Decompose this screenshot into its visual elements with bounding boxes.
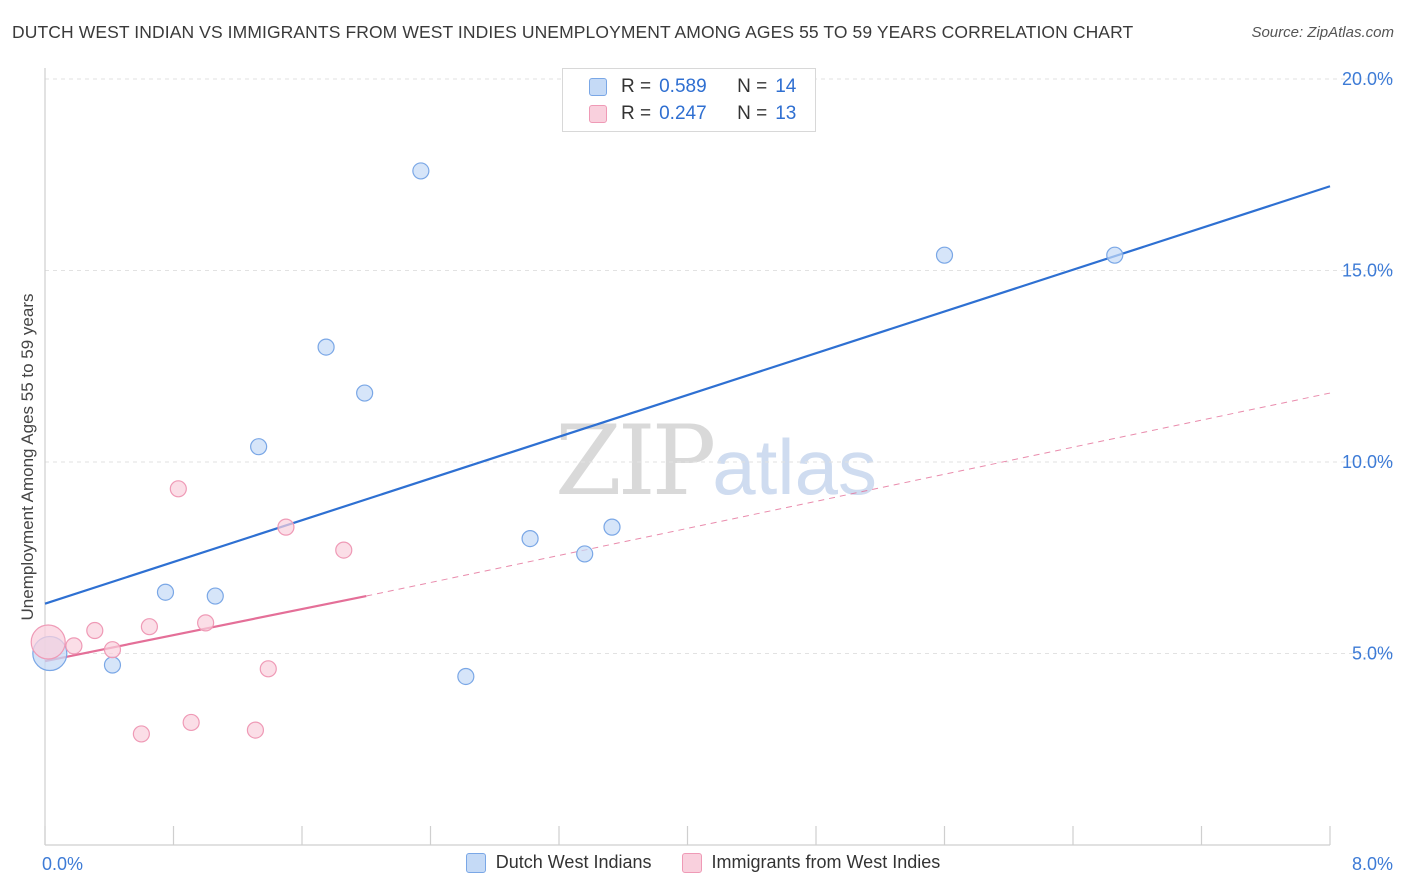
point-dutch-west-indians [250,438,268,456]
watermark-atlas: atlas [712,423,877,511]
point-immigrants-west-indies [246,721,265,739]
point-dutch-west-indians [206,587,224,605]
n-label: N = [737,103,768,124]
point-immigrants-west-indies [182,713,200,732]
x-tick-label: 8.0% [1352,854,1393,874]
y-tick-label: 20.0% [1342,69,1393,89]
legend-swatch-pink [589,105,607,123]
point-dutch-west-indians [103,656,122,674]
trend-lines [44,185,1331,663]
point-dutch-west-indians [935,246,954,264]
point-immigrants-west-indies [65,637,83,655]
legend-row-immigrants-west-indies: R = 0.247 N = 13 [589,102,833,126]
point-dutch-west-indians [317,338,335,356]
point-dutch-west-indians [156,583,175,601]
legend-swatch-blue [589,78,607,96]
y-tick-label: 15.0% [1342,261,1393,281]
legend-label: Dutch West Indians [495,852,652,872]
legend-label: Immigrants from West Indies [711,852,941,872]
r-value: 0.589 [659,76,707,97]
point-dutch-west-indians [603,518,621,536]
trend-line-dutch-west-indians [44,185,1331,605]
point-dutch-west-indians [576,545,594,563]
point-immigrants-west-indies [335,541,353,559]
point-immigrants-west-indies [140,618,159,636]
point-dutch-west-indians [457,667,475,686]
y-axis-label: Unemployment Among Ages 55 to 59 years [18,293,37,621]
legend-row-dutch-west-indians: R = 0.589 N = 14 [589,75,833,99]
source-credit: Source: ZipAtlas.com [1251,24,1394,41]
r-label: R = [621,103,652,124]
y-tick-label: 5.0% [1352,644,1393,664]
tick-labels: 5.0% 10.0% 15.0% 20.0% 0.0% 8.0% [42,69,1393,874]
data-points [30,162,1124,743]
point-dutch-west-indians [1106,246,1124,264]
point-immigrants-west-indies [197,614,215,632]
chart-title: DUTCH WEST INDIAN VS IMMIGRANTS FROM WES… [12,22,1134,42]
legend-swatch-pink [681,852,702,873]
point-dutch-west-indians [521,529,539,548]
point-dutch-west-indians [412,162,430,180]
n-value: 13 [775,103,797,124]
point-immigrants-west-indies [132,725,150,743]
point-dutch-west-indians [356,384,374,402]
legend-item-immigrants-west-indies[interactable]: Immigrants from West Indies [681,852,941,873]
y-tick-label: 10.0% [1342,452,1393,472]
point-immigrants-west-indies [277,518,295,536]
n-value: 14 [775,76,797,97]
n-label: N = [737,76,768,97]
point-immigrants-west-indies [169,480,187,498]
point-immigrants-west-indies [103,641,122,659]
watermark-zip: ZIP [555,405,716,517]
point-immigrants-west-indies [30,624,66,660]
axes [44,68,1331,846]
trend-line-immigrants-dashed [366,392,1331,597]
series-legend: Dutch West Indians Immigrants from West … [0,852,1406,873]
watermark: ZIPatlas [555,405,877,517]
legend-item-dutch-west-indians[interactable]: Dutch West Indians [465,852,652,873]
grid-lines [45,78,1395,654]
r-label: R = [621,76,652,97]
r-value: 0.247 [659,103,707,124]
correlation-legend: R = 0.589 N = 14 R = 0.247 N = 13 [562,68,816,132]
point-immigrants-west-indies [259,660,277,678]
x-tick-label: 0.0% [42,854,83,874]
point-immigrants-west-indies [86,621,104,640]
legend-swatch-blue [465,852,486,873]
